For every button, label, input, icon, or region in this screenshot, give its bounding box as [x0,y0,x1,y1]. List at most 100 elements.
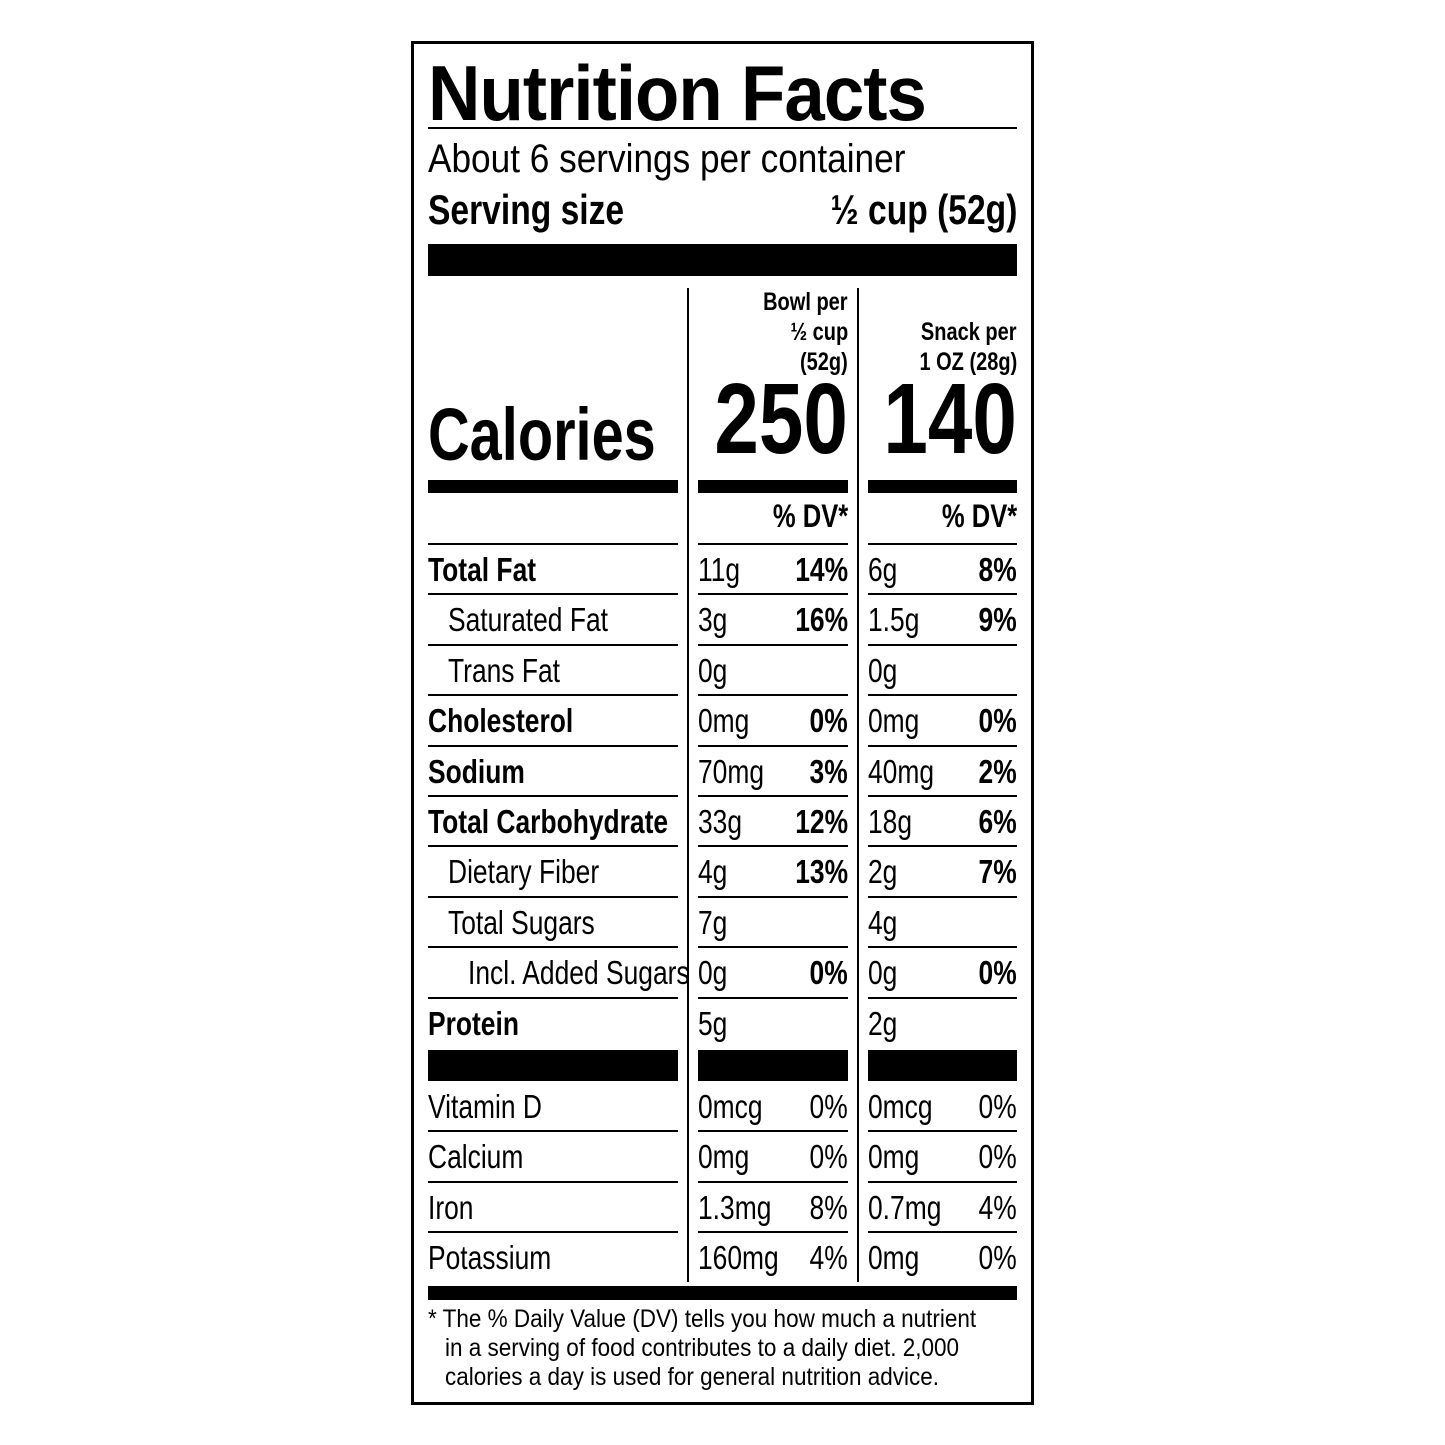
amount-snack-text: 0mg [868,1239,920,1277]
amount-snack: 0mg [868,1233,932,1283]
nutrient-label-text: Calcium [428,1138,524,1176]
row-divider [428,1231,678,1233]
amount-bowl: 7g [698,898,735,948]
row-divider [868,745,1017,747]
thick-divider [428,1050,678,1081]
thick-divider [698,1050,848,1081]
row-divider [698,946,848,948]
amount-snack: 2g [868,847,905,897]
nutrient-label-text: Incl. Added Sugars [468,954,690,992]
amount-bowl-text: 5g [698,1004,728,1042]
nutrient-label-text: Dietary Fiber [448,853,600,891]
dv-header-text: % DV* [941,498,1017,534]
nutrient-label: Trans Fat [448,646,588,696]
footnote-line: * The % Daily Value (DV) tells you how m… [428,1305,977,1333]
row-divider [868,1231,1017,1233]
amount-snack-text: 0mg [868,702,920,740]
serving-size-label: Serving size [428,186,673,234]
dv-bowl-text: 4% [809,1239,848,1277]
row-divider [868,694,1017,696]
amount-bowl-text: 3g [698,601,728,639]
calories-bowl: 250 [681,362,848,477]
dv-header-bowl: % DV* [754,498,848,535]
row-divider [868,795,1017,797]
footnote-line: calories a day is used for general nutri… [445,1363,940,1391]
dv-bowl: 8% [800,1183,848,1233]
dv-snack-text: 7% [978,853,1017,891]
dv-snack: 0% [969,948,1017,998]
servings-per-container: About 6 servings per container [428,137,971,182]
dv-snack-text: 0% [978,702,1017,740]
row-divider [868,946,1017,948]
amount-bowl: 0mg [698,696,762,746]
row-divider [428,795,678,797]
dv-snack: 0% [969,1082,1017,1132]
calories-label-text: Calories [428,393,656,476]
dv-snack-text: 8% [978,551,1017,588]
nutrient-label-text: Vitamin D [428,1088,542,1125]
calories-snack: 140 [850,362,1017,477]
dv-bowl-text: 0% [809,954,848,992]
amount-bowl-text: 0mcg [698,1088,763,1125]
dv-bowl-text: 16% [795,601,848,639]
title-text: Nutrition Facts [428,49,927,137]
servings-text: About 6 servings per container [428,137,906,181]
column-header-bowl: Bowl per ½ cup (52g) [742,287,848,377]
row-divider [428,1130,678,1132]
dv-snack: 9% [969,595,1017,645]
dv-snack: 4% [969,1183,1017,1233]
calories-label: Calories [428,392,720,477]
nutrient-label-text: Protein [428,1004,519,1042]
amount-snack: 0mg [868,696,932,746]
amount-bowl: 1.3mg [698,1183,790,1233]
dv-bowl: 3% [800,747,848,797]
dv-bowl-text: 8% [809,1188,848,1226]
label-title: Nutrition Facts [428,48,963,139]
row-divider [698,644,848,646]
dv-bowl: 0% [800,696,848,746]
row-divider [428,896,678,898]
nutrient-label: Sodium [428,747,549,797]
dv-bowl: 16% [782,595,848,645]
row-divider [698,1181,848,1183]
row-divider [428,997,678,999]
amount-snack-text: 0g [868,954,898,992]
thick-divider [428,1286,1017,1300]
amount-snack: 40mg [868,747,951,797]
amount-snack-text: 2g [868,853,898,891]
amount-bowl-text: 70mg [698,752,765,790]
amount-snack: 4g [868,898,905,948]
serving-size-value-text: ½ cup (52g) [830,186,1017,233]
dv-snack-text: 4% [978,1188,1017,1226]
amount-snack: 0mg [868,1132,932,1182]
dv-bowl-text: 0% [809,702,848,740]
row-divider [428,644,678,646]
dv-snack-text: 6% [978,803,1017,840]
dv-bowl: 0% [800,1132,848,1182]
nutrient-label: Iron [428,1183,485,1233]
nutrient-label-text: Potassium [428,1239,552,1277]
amount-bowl: 33g [698,797,753,847]
row-divider [868,1181,1017,1183]
amount-snack: 6g [868,545,905,595]
dv-snack-text: 0% [978,1239,1017,1277]
nutrient-label: Cholesterol [428,696,610,746]
nutrient-label-text: Sodium [428,752,525,790]
amount-snack-text: 0g [868,651,898,689]
amount-snack: 0g [868,646,905,696]
dv-bowl-text: 12% [795,803,848,840]
divider [428,127,1017,129]
row-divider [698,1130,848,1132]
row-divider [868,845,1017,847]
dv-header-snack: % DV* [923,498,1017,535]
amount-snack: 2g [868,999,905,1049]
nutrient-label-text: Cholesterol [428,702,574,740]
dv-snack-text: 2% [978,752,1017,790]
amount-bowl-text: 0g [698,651,728,689]
amount-snack-text: 0mg [868,1138,920,1176]
nutrient-label: Total Carbohydrate [428,797,728,847]
amount-snack-text: 4g [868,903,898,941]
column-divider [857,288,859,1282]
dv-bowl-text: 3% [809,752,848,790]
nutrient-label-text: Total Sugars [448,903,595,941]
